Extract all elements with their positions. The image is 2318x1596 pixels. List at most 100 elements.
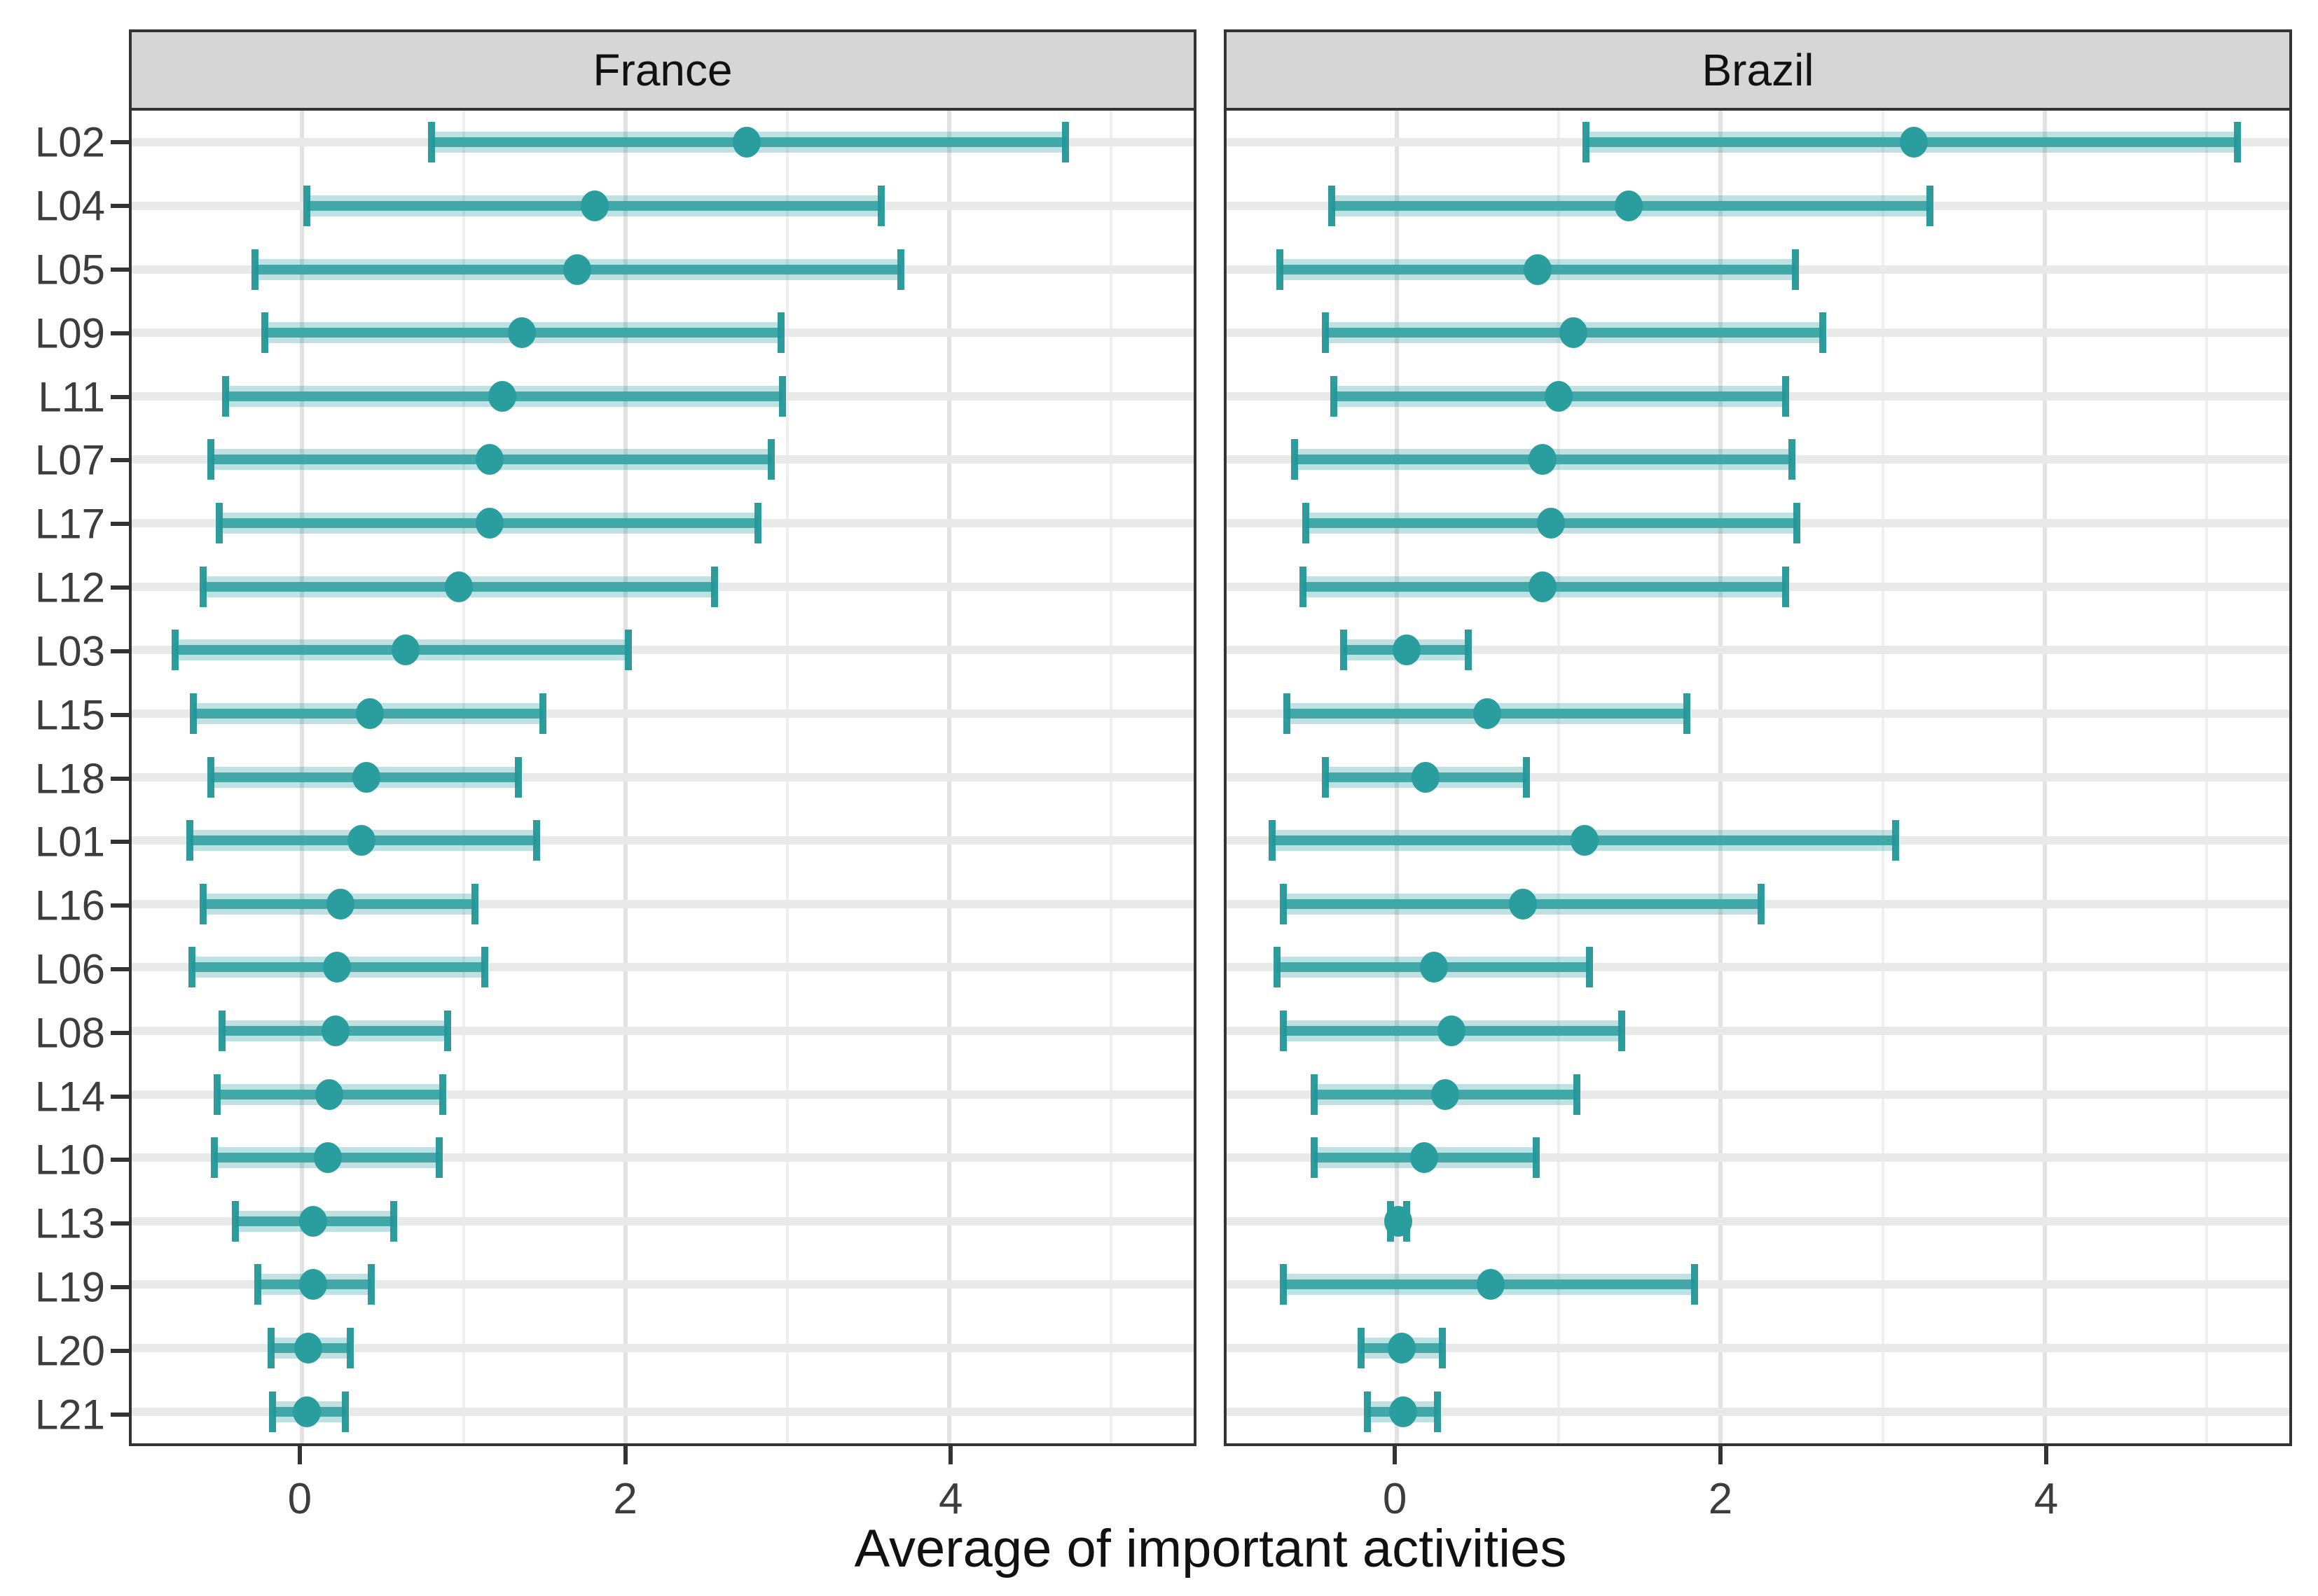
whisker-cap-right <box>1691 1264 1699 1305</box>
facet-header: Brazil <box>1224 29 2292 111</box>
error-bar-row-l08 <box>1227 111 2289 1443</box>
error-bar-row-l20 <box>132 111 1194 1443</box>
error-bar-row-l20 <box>1227 111 2289 1443</box>
whisker-cap-right <box>532 820 540 861</box>
x-tick-label: 0 <box>1382 1475 1407 1523</box>
y-tick-mark <box>111 140 129 145</box>
facet-panel-france: France <box>129 29 1196 1446</box>
whisker-cap-left <box>303 185 310 226</box>
y-tick-mark <box>111 585 129 590</box>
error-bar-row-l19 <box>132 111 1194 1443</box>
x-tick-mark <box>1718 1446 1723 1464</box>
y-tick-mark <box>111 648 129 653</box>
point-estimate-dot <box>1392 634 1421 666</box>
point-estimate-dot <box>1420 952 1448 983</box>
y-tick-mark <box>111 268 129 272</box>
y-axis-label-l05: L05 <box>34 246 105 293</box>
whisker-cap-left <box>231 1200 239 1242</box>
point-estimate-dot <box>1524 254 1552 285</box>
error-bar-row-l03 <box>132 111 1194 1443</box>
point-estimate-dot <box>475 444 504 476</box>
y-tick-mark <box>111 1221 129 1226</box>
error-bar-row-l13 <box>1227 111 2289 1443</box>
whisker-cap-right <box>897 249 904 290</box>
point-estimate-dot <box>347 825 376 856</box>
point-estimate-dot <box>1545 380 1573 412</box>
y-tick-mark <box>111 204 129 209</box>
whisker-cap-left <box>427 122 435 163</box>
whisker-cap-left <box>1273 947 1281 988</box>
y-axis-label-l19: L19 <box>34 1263 105 1311</box>
error-bar-row-l15 <box>1227 111 2289 1443</box>
y-axis-label-l18: L18 <box>34 755 105 802</box>
whisker-cap-left <box>189 693 197 734</box>
error-bar-row-l10 <box>132 111 1194 1443</box>
error-bar-row-l06 <box>1227 111 2289 1443</box>
point-estimate-dot <box>580 190 609 221</box>
whisker-cap-left <box>214 1074 221 1115</box>
whisker-cap-right <box>1586 947 1593 988</box>
point-estimate-dot <box>322 1015 350 1046</box>
whisker-cap-right <box>515 756 523 798</box>
y-axis-label-l16: L16 <box>34 882 105 929</box>
whisker-cap-left <box>1310 1137 1318 1179</box>
error-bar-row-l21 <box>1227 111 2289 1443</box>
error-bar-row-l17 <box>1227 111 2289 1443</box>
whisker-cap-right <box>1758 883 1765 924</box>
facet-label: Brazil <box>1702 45 1814 95</box>
point-estimate-dot <box>1431 1078 1460 1110</box>
whisker-cap-left <box>251 249 258 290</box>
x-tick-mark <box>1393 1446 1398 1464</box>
point-estimate-dot <box>1384 1205 1413 1237</box>
whisker-cap-right <box>1926 185 1933 226</box>
point-estimate-dot <box>315 1078 343 1110</box>
point-estimate-dot <box>355 698 384 729</box>
y-tick-mark <box>111 458 129 463</box>
y-axis-label-l10: L10 <box>34 1136 105 1184</box>
y-tick-mark <box>111 776 129 781</box>
point-estimate-dot <box>352 761 381 793</box>
error-bar-row-l16 <box>132 111 1194 1443</box>
whisker-cap-right <box>1781 375 1789 417</box>
x-tick-mark <box>948 1446 953 1464</box>
whisker-cap-right <box>539 693 546 734</box>
whisker-cap-left <box>1279 1010 1287 1051</box>
whisker-cap-left <box>215 503 223 544</box>
point-estimate-dot <box>733 127 761 158</box>
whisker-cap-left <box>1302 503 1310 544</box>
row-gridline <box>1227 1407 2289 1416</box>
error-bar-row-l13 <box>132 111 1194 1443</box>
x-tick-label: 2 <box>613 1475 637 1523</box>
whisker-cap-left <box>186 820 194 861</box>
y-axis-label-l07: L07 <box>34 436 105 484</box>
facet-panel-brazil: Brazil <box>1224 29 2292 1446</box>
whisker-cap-left <box>207 756 215 798</box>
whisker-cap-right <box>1522 756 1530 798</box>
error-bar-row-l09 <box>132 111 1194 1443</box>
whisker-cap-right <box>1464 630 1472 671</box>
row-gridline <box>132 1407 1194 1416</box>
point-estimate-dot <box>323 952 352 983</box>
whisker-cap-right <box>368 1264 375 1305</box>
error-bar-row-l01 <box>132 111 1194 1443</box>
plot-area-france <box>129 111 1196 1446</box>
point-estimate-dot <box>444 571 473 602</box>
whisker-cap-left <box>1299 566 1306 607</box>
error-bar-row-l05 <box>132 111 1194 1443</box>
whisker-cap-right <box>1788 439 1796 480</box>
error-bar-row-l15 <box>132 111 1194 1443</box>
y-axis-label-l17: L17 <box>34 500 105 548</box>
whisker-cap-left <box>199 566 207 607</box>
row-gridline <box>132 1280 1194 1289</box>
whisker-cap-right <box>1793 503 1800 544</box>
point-estimate-dot <box>1476 1269 1505 1300</box>
y-axis-label-l08: L08 <box>34 1009 105 1057</box>
whisker-cap-right <box>439 1074 446 1115</box>
error-bar-row-l03 <box>1227 111 2289 1443</box>
error-bar-row-l05 <box>1227 111 2289 1443</box>
y-axis-label-l20: L20 <box>34 1327 105 1375</box>
y-axis-label-l04: L04 <box>34 182 105 230</box>
whisker-cap-right <box>779 375 786 417</box>
y-tick-mark <box>111 522 129 527</box>
whisker-cap-right <box>877 185 885 226</box>
